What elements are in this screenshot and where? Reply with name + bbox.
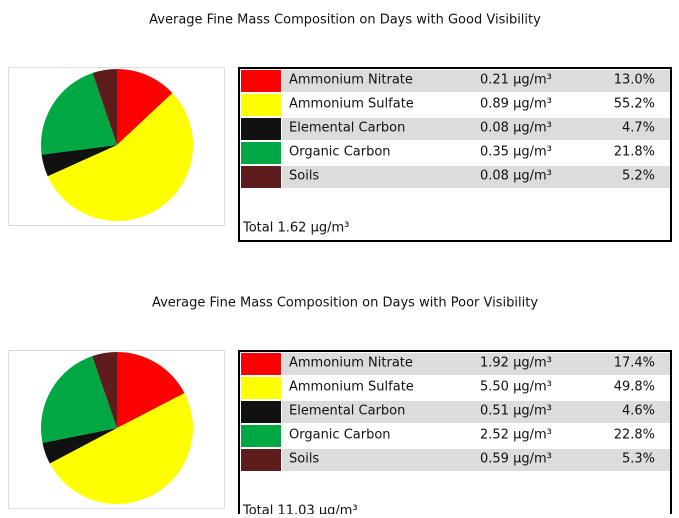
- legend-swatch: [241, 377, 281, 399]
- concentration: 5.50 μg/m³: [480, 380, 552, 395]
- percent-label: 22.8%: [614, 428, 655, 443]
- concentration: 0.08 μg/m³: [480, 169, 552, 184]
- chart-title: Average Fine Mass Composition on Days wi…: [152, 296, 538, 311]
- pie-slice: [92, 352, 117, 428]
- percent-label: 21.8%: [614, 145, 655, 160]
- concentration: 0.89 μg/m³: [480, 97, 552, 112]
- percent-label: 5.3%: [622, 452, 655, 467]
- legend-label: Organic Carbon: [289, 428, 391, 443]
- legend-swatch: [241, 425, 281, 447]
- legend-swatch: [241, 166, 281, 188]
- legend-frame: [238, 67, 672, 242]
- legend-label: Ammonium Nitrate: [289, 356, 413, 371]
- concentration: 0.59 μg/m³: [480, 452, 552, 467]
- legend-swatch: [241, 118, 281, 140]
- pie-slice: [117, 352, 185, 428]
- legend-table: Ammonium Nitrate 0.21 μg/m³ 13.0% Ammonium …: [238, 67, 672, 242]
- concentration: 0.21 μg/m³: [480, 73, 552, 88]
- pie-slice: [41, 73, 117, 155]
- legend-frame: [238, 350, 672, 518]
- pie-slice: [92, 69, 117, 145]
- total: Total 11.03 μg/m³: [242, 504, 358, 515]
- chart-title: Average Fine Mass Composition on Days wi…: [149, 13, 541, 28]
- row-bg: [282, 118, 670, 140]
- chart: Average Fine Mass Composition on Days wi…: [8, 296, 672, 518]
- pie-slice: [41, 356, 117, 443]
- legend-label: Soils: [289, 169, 319, 184]
- legend-label: Organic Carbon: [289, 145, 391, 160]
- concentration: 1.92 μg/m³: [480, 356, 552, 371]
- legend-label: Elemental Carbon: [289, 404, 405, 419]
- concentration: 0.35 μg/m³: [480, 145, 552, 160]
- concentration: 0.08 μg/m³: [480, 121, 552, 136]
- percent-label: 55.2%: [614, 97, 655, 112]
- legend-table: Ammonium Nitrate 1.92 μg/m³ 17.4% Ammonium …: [238, 350, 672, 518]
- concentration: 0.51 μg/m³: [480, 404, 552, 419]
- percent-label: 17.4%: [614, 356, 655, 371]
- percent-label: 13.0%: [614, 73, 655, 88]
- row-bg: [282, 353, 670, 375]
- percent-label: 4.7%: [622, 121, 655, 136]
- legend-swatch: [241, 353, 281, 375]
- pie-slice: [49, 393, 194, 505]
- percent-label: 5.2%: [622, 169, 655, 184]
- legend-label: Soils: [289, 452, 319, 467]
- legend-label: Ammonium Sulfate: [289, 380, 414, 395]
- total: Total 1.62 μg/m³: [242, 221, 349, 236]
- chart: Average Fine Mass Composition on Days wi…: [8, 13, 672, 242]
- pie-slice: [41, 145, 117, 177]
- row-bg: [282, 401, 670, 423]
- percent-label: 49.8%: [614, 380, 655, 395]
- legend-swatch: [241, 449, 281, 471]
- legend-swatch: [241, 94, 281, 116]
- row-bg: [282, 449, 670, 471]
- pie-slice: [117, 69, 173, 145]
- pie-slice: [42, 428, 117, 464]
- legend-label: Ammonium Nitrate: [289, 73, 413, 88]
- legend-swatch: [241, 142, 281, 164]
- percent-label: 4.6%: [622, 404, 655, 419]
- row-bg: [282, 166, 670, 188]
- concentration: 2.52 μg/m³: [480, 428, 552, 443]
- legend-swatch: [241, 70, 281, 92]
- pie-slice: [47, 93, 194, 221]
- legend-label: Ammonium Sulfate: [289, 97, 414, 112]
- legend-label: Elemental Carbon: [289, 121, 405, 136]
- legend-swatch: [241, 401, 281, 423]
- row-bg: [282, 70, 670, 92]
